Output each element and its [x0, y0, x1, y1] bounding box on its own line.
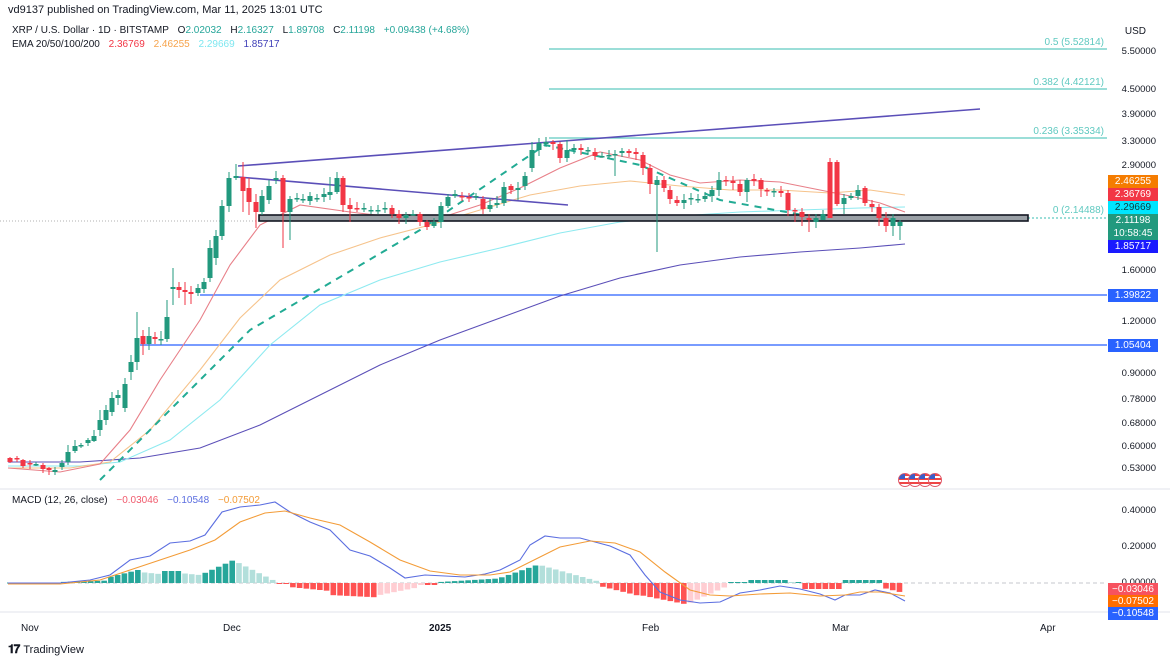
publisher-line: vd9137 published on TradingView.com, Mar…	[8, 4, 323, 16]
macd-legend: MACD (12, 26, close) −0.03046 −0.10548 −…	[12, 495, 266, 506]
price-tick: 0.78000	[1121, 394, 1156, 405]
ema200-value: 1.85717	[243, 39, 280, 50]
macd-signal-line	[8, 510, 906, 597]
price-legend: XRP / U.S. Dollar · 1D · BITSTAMP O2.020…	[12, 24, 475, 52]
level-price-tag-1-05404: 1.05404	[1108, 339, 1158, 352]
upper-trendline	[237, 108, 981, 167]
price-tick: 5.50000	[1121, 46, 1156, 57]
price-tick: 2.90000	[1121, 160, 1156, 171]
ema100-value: 2.29669	[198, 39, 235, 50]
level-price-tag-1-39822: 1.39822	[1108, 289, 1158, 302]
ema100-price-tag: 2.29669	[1108, 201, 1158, 214]
ohlc-low: L1.89708	[282, 25, 325, 36]
ema-lines	[7, 151, 906, 473]
symbol-title[interactable]: XRP / U.S. Dollar · 1D · BITSTAMP	[12, 25, 169, 36]
macd-label[interactable]: MACD (12, 26, close)	[12, 495, 108, 506]
ema200-line	[8, 243, 906, 463]
descending-trendline	[237, 176, 569, 206]
macd-histogram-tag: −0.03046	[1108, 583, 1158, 596]
fib-label-0-236: 0.236 (3.35334)	[1033, 126, 1104, 137]
ema100-line	[8, 206, 906, 467]
time-tick: 2025	[429, 623, 452, 634]
time-tick: Mar	[832, 623, 850, 634]
ohlc-change: +0.09438 (+4.68%)	[383, 25, 470, 36]
ohlc-high: H2.16327	[230, 25, 274, 36]
fibonacci-retracement	[549, 48, 1107, 219]
bar-countdown-tag: 10:58:45	[1108, 227, 1158, 240]
ema50-value: 2.46255	[153, 39, 190, 50]
time-tick: Nov	[21, 623, 39, 634]
ema20-value: 2.36769	[108, 39, 145, 50]
ema50-price-tag: 2.46255	[1108, 175, 1158, 188]
macd-tick: 0.20000	[1121, 541, 1156, 552]
macd-signal-value: −0.07502	[217, 495, 260, 506]
price-tick: 4.50000	[1121, 84, 1156, 95]
price-tick: 1.20000	[1121, 316, 1156, 327]
fib-label-0-382: 0.382 (4.42121)	[1033, 77, 1104, 88]
price-tick: 1.60000	[1121, 265, 1156, 276]
macd-histogram	[7, 560, 903, 604]
us-flag-icon[interactable]	[928, 473, 942, 487]
price-tick: 3.90000	[1121, 109, 1156, 120]
macd-line-value: −0.10548	[167, 495, 210, 506]
ema-row: EMA 20/50/100/200 2.36769 2.46255 2.2966…	[12, 38, 475, 52]
macd-line	[8, 501, 906, 604]
ohlc-open: O2.02032	[177, 25, 222, 36]
ohlc-row: XRP / U.S. Dollar · 1D · BITSTAMP O2.020…	[12, 24, 475, 38]
fib-label-0: 0 (2.14488)	[1052, 205, 1104, 216]
brand-name: TradingView	[23, 643, 84, 656]
macd-line-tag: −0.10548	[1108, 607, 1158, 620]
price-tick: 0.53000	[1121, 463, 1156, 474]
macd-signal-tag: −0.07502	[1108, 595, 1158, 608]
fib-label-0-5: 0.5 (5.52814)	[1044, 37, 1105, 48]
tradingview-logo-icon: 𝟏𝟕	[8, 642, 20, 656]
macd-histogram-value: −0.03046	[116, 495, 159, 506]
time-tick: Feb	[642, 623, 660, 634]
price-tick: 0.60000	[1121, 441, 1156, 452]
candlesticks	[7, 137, 903, 475]
time-tick: Dec	[223, 623, 241, 634]
last-price-tag: 2.11198	[1108, 214, 1158, 227]
time-tick: Apr	[1040, 623, 1056, 634]
ema20-price-tag: 2.36769	[1108, 188, 1158, 201]
price-tick: 3.30000	[1121, 136, 1156, 147]
ema-label[interactable]: EMA 20/50/100/200	[12, 39, 100, 50]
support-zone-box	[258, 214, 1029, 222]
ohlc-close: C2.11198	[333, 25, 375, 36]
currency-label: USD	[1124, 26, 1146, 37]
ema20-line	[7, 151, 906, 473]
tradingview-brand[interactable]: 𝟏𝟕 TradingView	[8, 642, 84, 657]
price-tick: 0.68000	[1121, 418, 1156, 429]
dashed-trend-line	[99, 143, 831, 481]
ema50-line	[8, 180, 906, 469]
macd-tick: 0.40000	[1121, 505, 1156, 516]
economic-events-flags[interactable]	[898, 473, 942, 487]
price-tick: 0.90000	[1121, 368, 1156, 379]
ema200-price-tag: 1.85717	[1108, 240, 1158, 253]
